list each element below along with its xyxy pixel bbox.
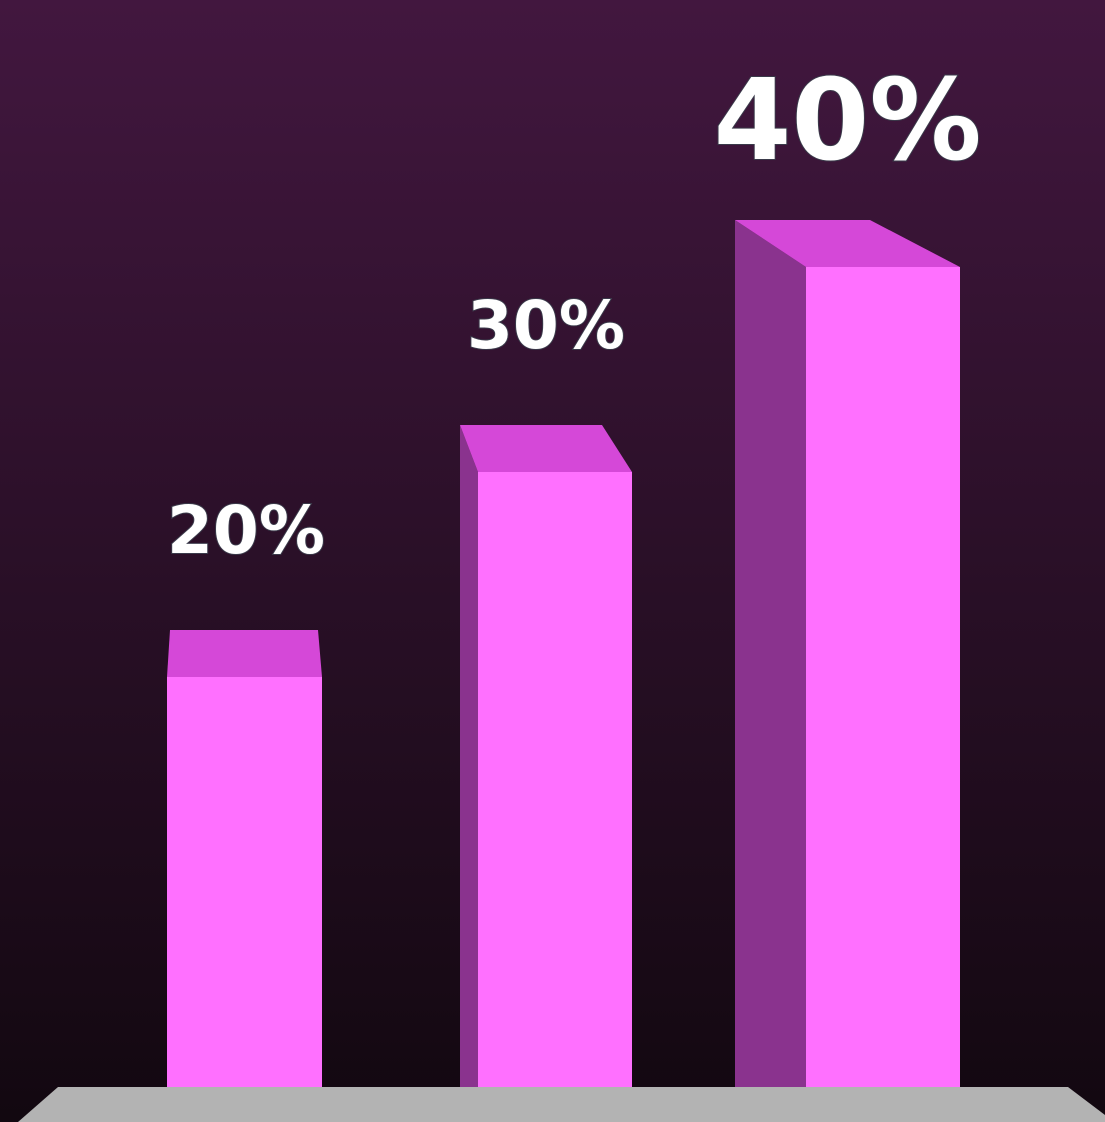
value-label: 40% bbox=[713, 56, 981, 186]
bar bbox=[167, 677, 322, 1087]
bar bbox=[478, 472, 632, 1087]
value-label: 20% bbox=[167, 492, 325, 569]
bar-top bbox=[460, 425, 632, 472]
bar-top bbox=[167, 630, 322, 677]
bar-side bbox=[460, 425, 478, 1087]
value-label: 30% bbox=[467, 287, 625, 364]
floor bbox=[18, 1087, 1105, 1122]
bar-side bbox=[735, 220, 806, 1087]
bar bbox=[806, 267, 960, 1087]
bar-top bbox=[735, 220, 960, 267]
